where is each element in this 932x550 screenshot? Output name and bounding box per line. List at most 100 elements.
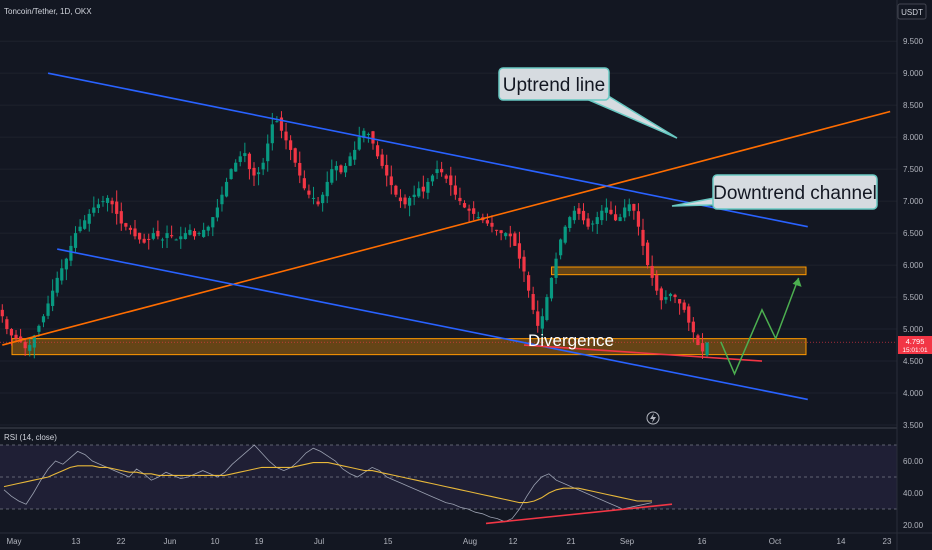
candle-body	[124, 223, 128, 227]
candle-body	[678, 299, 682, 304]
candle-body	[289, 140, 293, 150]
candle-body	[682, 302, 686, 310]
time-tick-label: 21	[567, 537, 576, 546]
candle-body	[211, 217, 215, 228]
candle-body	[398, 197, 403, 202]
price-label-group: 4.795 15:01:01	[898, 336, 932, 354]
candle-body	[73, 233, 78, 248]
downtrend-channel-upper	[47, 72, 808, 228]
candle-body	[517, 243, 522, 259]
candle-body	[284, 131, 288, 141]
rsi-tick-label: 60.00	[903, 457, 924, 466]
candle-body	[430, 175, 435, 182]
candle-body	[275, 121, 279, 123]
candle-body	[147, 238, 151, 240]
candle-body	[28, 345, 32, 351]
candle-body	[170, 235, 174, 237]
countdown-text: 15:01:01	[902, 347, 928, 354]
candle-body	[632, 203, 636, 211]
time-tick-label: Jun	[164, 537, 177, 546]
candle-body	[472, 208, 476, 214]
callout-uptrend[interactable]: Uptrend line	[498, 67, 678, 139]
candle-body	[179, 236, 183, 240]
candle-body	[366, 133, 371, 135]
candle-body	[270, 124, 274, 144]
candle-body	[137, 232, 142, 240]
rsi-title: RSI (14, close)	[4, 433, 57, 442]
price-tick-label: 7.500	[903, 165, 924, 174]
projection-path	[720, 277, 800, 376]
support-zone	[550, 266, 807, 276]
candle-body	[385, 164, 389, 176]
candle-body	[645, 242, 650, 266]
candle-body	[650, 265, 654, 278]
candle-body	[494, 229, 499, 231]
candle-body	[536, 311, 540, 326]
candle-body	[554, 258, 558, 278]
candle-body	[591, 223, 595, 225]
candle-body	[302, 178, 306, 189]
candle-body	[202, 229, 206, 237]
callout-uptrend-text: Uptrend line	[503, 75, 605, 96]
callout-downtrend[interactable]: Downtrend channel	[671, 174, 878, 210]
projection-arrowhead	[792, 277, 802, 287]
currency-label: USDT	[901, 8, 923, 17]
candle-body	[18, 336, 23, 342]
candle-body	[563, 226, 567, 243]
candle-body	[293, 148, 297, 163]
candle-body	[357, 137, 361, 150]
candle-body	[234, 162, 238, 172]
time-tick-label: 10	[211, 537, 220, 546]
lightning-icon[interactable]	[646, 411, 660, 425]
price-tick-label: 8.000	[903, 133, 924, 142]
candle-body	[160, 239, 165, 241]
candle-body	[41, 316, 46, 323]
candle-body	[417, 188, 421, 197]
candle-body	[389, 176, 393, 186]
price-tick-label: 6.000	[903, 261, 924, 270]
candle-body	[513, 233, 517, 246]
time-axis[interactable]: May 13 22 Jun 10 19 Jul 15 Aug 12 21 Sep 16 Oct 14 23	[6, 537, 892, 546]
candle-body	[362, 130, 366, 138]
candle-body	[412, 194, 416, 197]
candle-body	[449, 175, 453, 186]
candle-body	[78, 226, 82, 232]
candle-body	[247, 153, 252, 170]
candle-body	[499, 230, 503, 234]
currency-badge[interactable]	[897, 3, 927, 20]
candle-body	[595, 217, 599, 225]
candle-body	[604, 207, 608, 213]
candle-body	[581, 210, 586, 221]
candle-body	[659, 288, 663, 301]
candle-body	[165, 233, 169, 238]
candle-body	[142, 238, 146, 243]
candle-body	[627, 204, 631, 212]
callout-uptrend-box	[498, 67, 610, 101]
trend-lines[interactable]	[2, 72, 891, 401]
candle-body	[206, 226, 210, 231]
candle-body	[453, 185, 457, 195]
candle-body	[156, 230, 160, 237]
candle-body	[371, 131, 375, 144]
candle-body	[476, 217, 480, 219]
candle-body	[128, 227, 133, 230]
price-tick-label: 4.500	[903, 357, 924, 366]
candle-body	[586, 218, 590, 227]
candle-body	[238, 156, 242, 162]
candle-body	[426, 181, 430, 193]
candle-body	[197, 233, 201, 235]
price-tick-label: 5.500	[903, 293, 924, 302]
candle-body	[572, 210, 576, 221]
divergence-label: Divergence	[528, 331, 614, 350]
candle-body	[444, 175, 448, 179]
callout-downtrend-text: Downtrend channel	[713, 183, 877, 204]
time-tick-label: 23	[883, 537, 892, 546]
candle-body	[462, 203, 467, 208]
time-tick-label: 19	[255, 537, 264, 546]
price-axis[interactable]: 9.500 9.000 8.500 8.000 7.500 7.000 6.500 6.000…	[896, 0, 924, 550]
price-tick-label: 5.000	[903, 325, 924, 334]
candle-body	[316, 201, 320, 205]
candle-body	[568, 217, 572, 229]
candle-body	[119, 211, 123, 224]
